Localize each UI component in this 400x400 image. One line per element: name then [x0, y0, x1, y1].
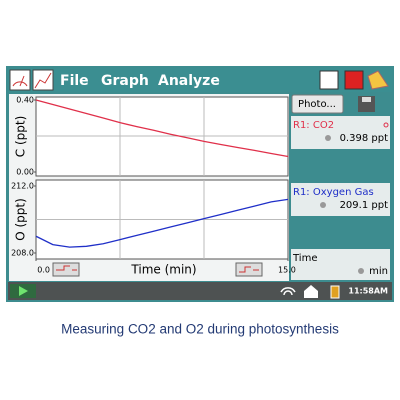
o2-meter-name: R1: Oxygen Gas: [293, 187, 374, 198]
o2-reading: 209.1 ppt: [340, 200, 389, 211]
list-icon[interactable]: [344, 70, 364, 90]
co2-dot: [325, 135, 331, 141]
y-axis-label: O (ppt): [14, 198, 28, 241]
photo-button-label[interactable]: Photo...: [298, 99, 336, 110]
y-tick-label: 208.0: [11, 249, 34, 258]
time-meter-name: Time: [292, 253, 317, 264]
co2-meter[interactable]: [291, 116, 390, 149]
caption: Measuring CO2 and O2 during photosynthes…: [61, 322, 339, 337]
meter-icon[interactable]: [9, 69, 31, 91]
co2-marker: [383, 122, 389, 128]
graph-icon[interactable]: [32, 69, 54, 91]
x-axis-label: Time (min): [130, 263, 196, 277]
time-unit: min: [369, 266, 388, 277]
x-tick-label: 15.0: [278, 266, 296, 275]
wifi-icon: [280, 287, 296, 296]
menu-analyze[interactable]: Analyze: [158, 73, 220, 89]
status-bar: [8, 282, 392, 300]
co2-reading: 0.398 ppt: [340, 133, 389, 144]
co2-meter-name: R1: CO2: [293, 120, 334, 131]
scroll-left-button[interactable]: [52, 262, 80, 277]
scroll-right-glyph: [239, 266, 259, 273]
y-axis-label: C (ppt): [14, 116, 28, 158]
scroll-left-glyph: [56, 265, 77, 271]
x-tick-label: 0.0: [37, 266, 50, 275]
menu-file[interactable]: File: [60, 73, 89, 89]
notes-icon[interactable]: [367, 70, 389, 90]
y-tick-label: 0.00: [16, 168, 34, 177]
time-dot: [358, 268, 364, 274]
o2-dot: [320, 202, 326, 208]
photo-button[interactable]: [291, 94, 344, 114]
status-time: 11:58AM: [348, 287, 388, 296]
battery-icon: [330, 285, 340, 299]
home-icon[interactable]: [304, 285, 318, 298]
data-line: [35, 198, 289, 248]
o2-meter[interactable]: [291, 183, 390, 216]
graph-glyph: [34, 72, 52, 89]
data-line: [35, 99, 289, 158]
start-glyph: [19, 286, 28, 296]
meter-glyph: [12, 75, 28, 87]
table-icon[interactable]: [319, 70, 339, 90]
y-tick-label: 212.0: [11, 182, 34, 191]
time-meter[interactable]: [291, 249, 390, 280]
y-tick-label: 0.40: [16, 96, 34, 105]
scroll-right-button[interactable]: [235, 262, 263, 277]
save-icon-label: [362, 97, 371, 102]
menu-graph[interactable]: Graph: [101, 73, 149, 89]
